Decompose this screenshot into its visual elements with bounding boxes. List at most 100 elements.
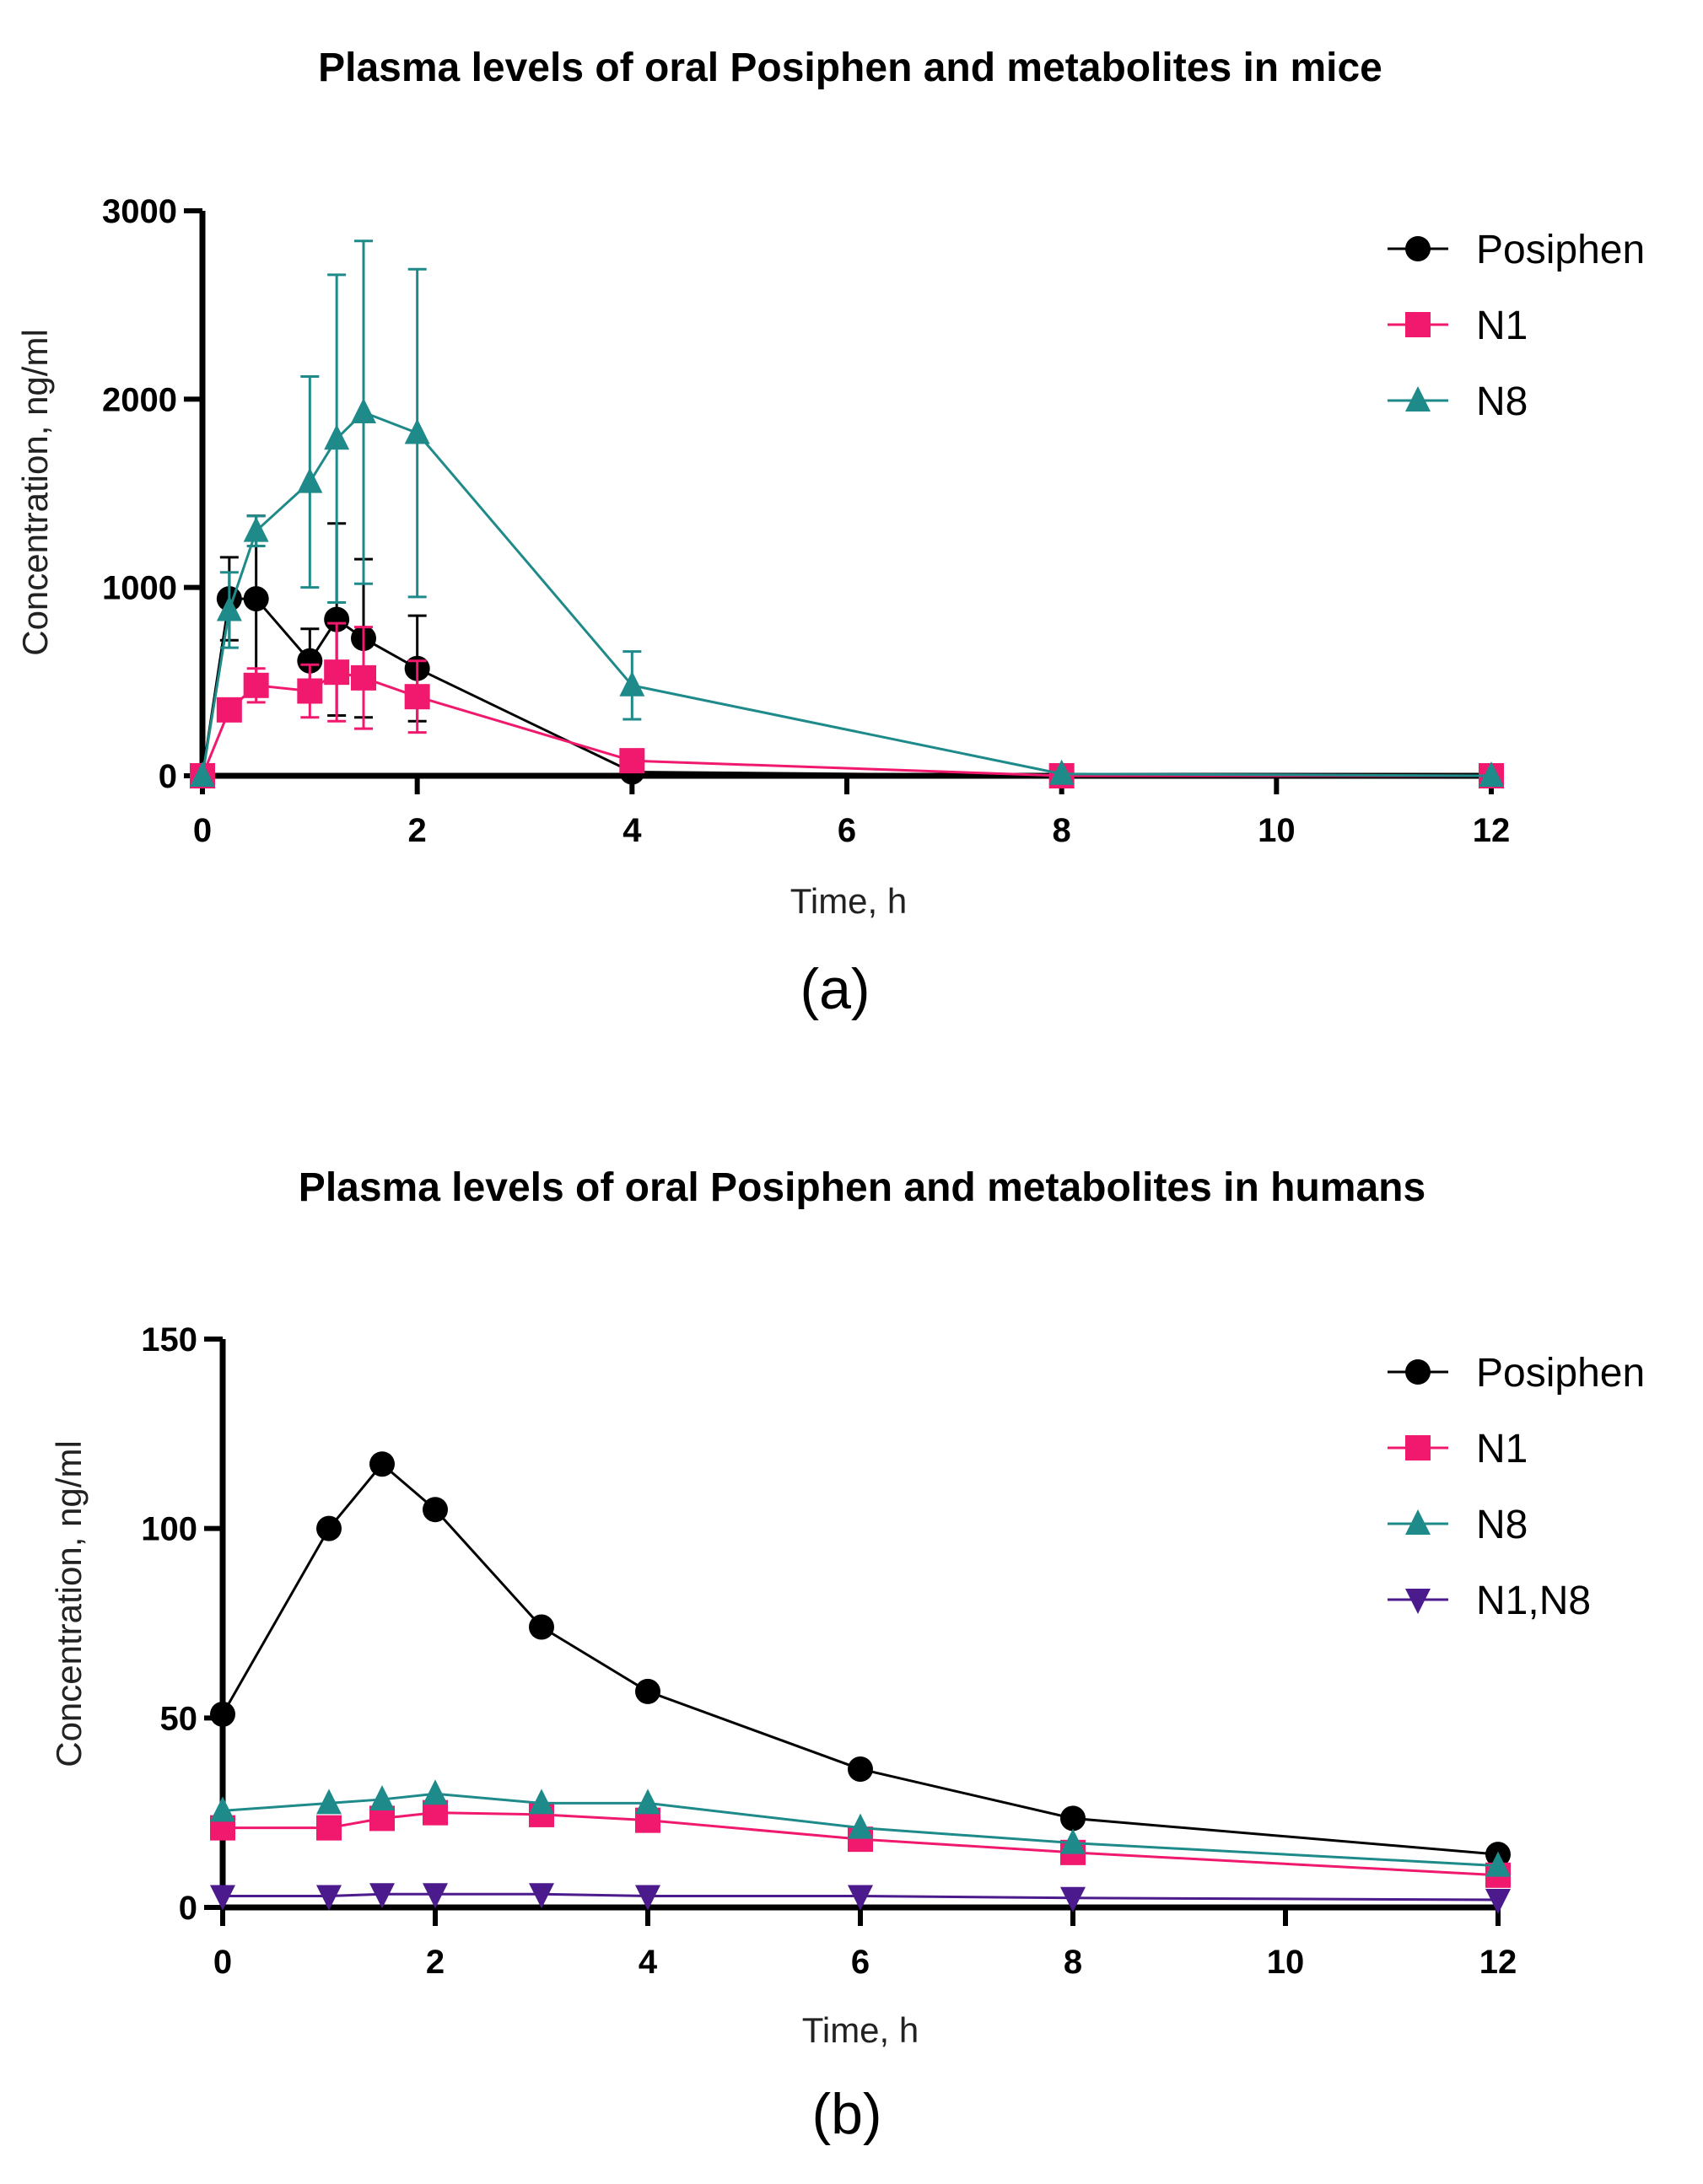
x-tick-label-b: 0 [213, 1944, 232, 1981]
y-tick-label-b: 50 [160, 1700, 198, 1737]
y-tick-label-a: 3000 [102, 193, 177, 230]
legend-marker-n1-n8 [1405, 1589, 1431, 1614]
legend-item-n1-a: N1 [1388, 304, 1528, 348]
series-line-n8 [201, 411, 1492, 777]
data-point-posiphen [635, 1678, 660, 1704]
data-point-posiphen [297, 648, 323, 674]
legend-item-posiphen-b: Posiphen [1388, 1351, 1645, 1396]
legend-marker-posiphen [1405, 236, 1431, 261]
data-point-n8 [1048, 759, 1075, 785]
data-point-n8 [210, 1796, 235, 1822]
legend-item-posiphen-a: Posiphen [1388, 228, 1645, 272]
x-tick-label-b: 12 [1479, 1944, 1517, 1981]
x-tick-label-b: 10 [1267, 1944, 1305, 1981]
y-tick-label-b: 150 [141, 1321, 197, 1358]
x-tick-label-a: 6 [838, 812, 856, 849]
data-point-n8 [297, 467, 323, 493]
legend-label-n1: N1 [1476, 1427, 1528, 1471]
data-point-n1-n8 [529, 1883, 554, 1909]
legend-label-posiphen: Posiphen [1476, 1351, 1645, 1396]
plot-area-a: 0 1000 2000 3000 0 2 4 6 8 10 12 Posiphen N1 N8 [102, 193, 1645, 849]
data-point-n1-n8 [1485, 1889, 1511, 1915]
data-point-n8 [423, 1779, 448, 1805]
data-point-n1-n8 [369, 1883, 395, 1909]
data-point-posiphen [324, 606, 350, 632]
data-point-n8 [324, 424, 350, 450]
data-point-n1-n8 [316, 1885, 342, 1911]
data-point-n8 [404, 418, 430, 444]
legend-label-n1-n8: N1,N8 [1476, 1579, 1591, 1623]
x-tick-label-a: 4 [622, 812, 642, 849]
legend-label-posiphen: Posiphen [1476, 228, 1645, 272]
legend-item-n1-b: N1 [1388, 1427, 1528, 1471]
data-point-n8 [619, 670, 645, 697]
chart-title-a: Plasma levels of oral Posiphen and metab… [318, 46, 1382, 90]
chart-title-b: Plasma levels of oral Posiphen and metab… [299, 1165, 1425, 1210]
x-axis-label-b: Time, h [802, 2010, 919, 2050]
y-tick-label-a: 0 [159, 758, 177, 795]
data-point-n1 [404, 684, 430, 710]
data-point-posiphen [369, 1451, 395, 1477]
data-point-n8 [529, 1789, 554, 1815]
plot-area-b: 0 50 100 150 0 2 4 6 8 10 12 Posiphen N1 N8 N1,N8 [141, 1321, 1645, 1981]
panel-label-b: (b) [811, 2082, 881, 2146]
data-point-n1-n8 [635, 1885, 660, 1911]
x-tick-label-a: 8 [1053, 812, 1071, 849]
x-tick-label-b: 4 [639, 1944, 658, 1981]
x-axis-label-a: Time, h [790, 881, 907, 921]
data-point-n8 [848, 1813, 873, 1839]
data-point-n1 [351, 664, 376, 691]
series-n8-a [190, 239, 1504, 787]
data-point-n1-n8 [848, 1885, 873, 1911]
legend-label-n1: N1 [1476, 304, 1528, 348]
data-point-n1 [316, 1815, 342, 1841]
data-point-posiphen [316, 1515, 342, 1541]
legend-label-n8: N8 [1476, 379, 1528, 424]
x-tick-label-a: 2 [408, 812, 427, 849]
x-tick-label-a: 12 [1473, 812, 1511, 849]
legend-item-n8-a: N8 [1388, 379, 1528, 424]
data-point-posiphen [848, 1756, 873, 1782]
x-tick-label-b: 8 [1064, 1944, 1082, 1981]
data-point-posiphen [210, 1701, 235, 1727]
data-point-n1-n8 [210, 1885, 235, 1911]
data-point-n1-n8 [423, 1883, 448, 1909]
data-point-n8 [635, 1789, 660, 1815]
x-tick-label-a: 10 [1258, 812, 1296, 849]
y-axis-label-a: Concentration, ng/ml [15, 329, 55, 656]
data-point-n8 [243, 516, 269, 542]
data-point-n1-n8 [1060, 1886, 1086, 1912]
legend-marker-n1 [1405, 1435, 1431, 1460]
data-point-n1 [243, 672, 269, 698]
data-point-n8 [316, 1789, 342, 1815]
data-point-n8 [1479, 761, 1504, 787]
data-point-posiphen [529, 1614, 554, 1640]
y-tick-label-b: 0 [179, 1890, 197, 1927]
legend-marker-posiphen [1405, 1359, 1431, 1385]
data-point-n8 [216, 595, 242, 621]
data-point-n1 [324, 659, 350, 686]
legend-marker-n8 [1405, 1509, 1431, 1535]
data-point-n8 [351, 397, 376, 423]
data-point-n8 [1485, 1851, 1511, 1877]
data-point-posiphen [243, 586, 269, 612]
data-point-n1 [216, 697, 242, 723]
series-line-n1 [201, 670, 1491, 777]
panel-b: Plasma levels of oral Posiphen and metab… [49, 1165, 1645, 2146]
series-n8-b [210, 1779, 1511, 1877]
legend-marker-n1 [1405, 312, 1431, 337]
y-tick-label-a: 1000 [102, 570, 177, 607]
legend-label-n8: N8 [1476, 1503, 1528, 1547]
data-point-posiphen [423, 1497, 448, 1523]
y-tick-label-a: 2000 [102, 381, 177, 418]
panel-a: Plasma levels of oral Posiphen and metab… [15, 46, 1645, 1021]
x-tick-label-b: 6 [851, 1944, 870, 1981]
y-axis-label-b: Concentration, ng/ml [49, 1440, 89, 1767]
data-point-n1 [297, 678, 323, 704]
panel-label-a: (a) [800, 957, 870, 1021]
legend-item-n1-n8-b: N1,N8 [1388, 1579, 1591, 1623]
data-point-n8 [1060, 1828, 1086, 1854]
data-point-n8 [190, 761, 215, 787]
